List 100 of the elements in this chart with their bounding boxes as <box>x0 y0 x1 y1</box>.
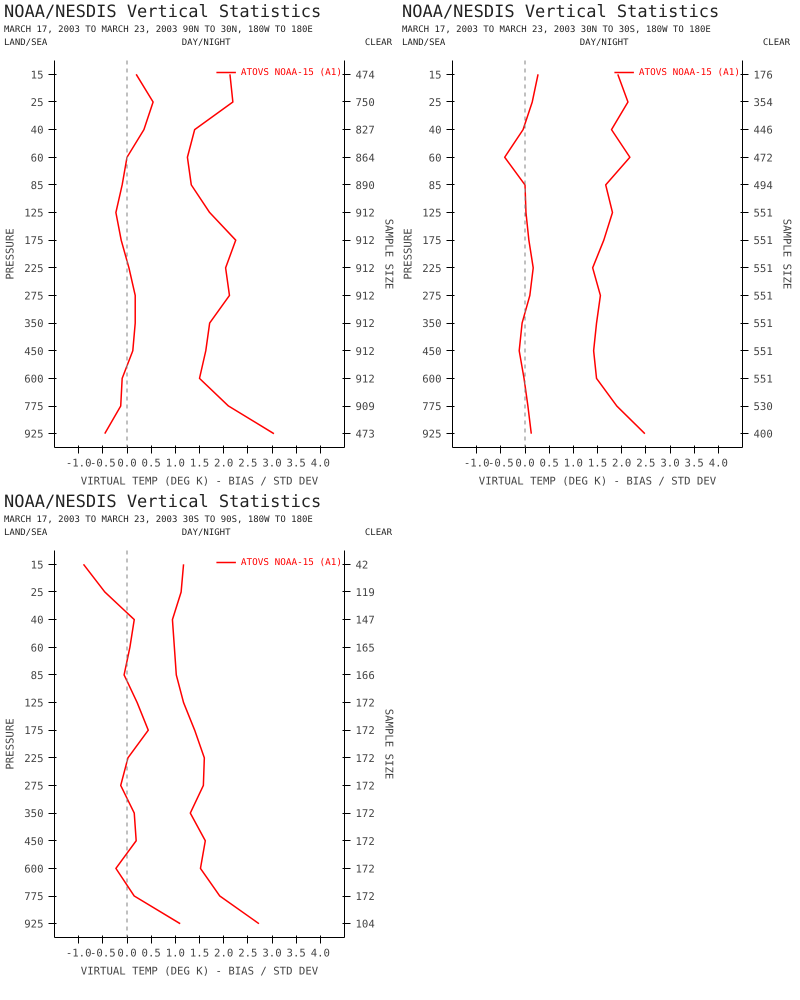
y2-tick-label: 912 <box>356 372 375 386</box>
y2-tick-label: 172 <box>356 724 375 738</box>
x-tick-label: -0.5 <box>90 456 116 470</box>
y-tick-label: 775 <box>422 400 442 414</box>
x-tick-label: 1.0 <box>564 456 583 470</box>
y-tick-label: 350 <box>24 317 44 330</box>
chart-subtitle: MARCH 17, 2003 TO MARCH 23, 2003 90N TO 30N, 180W TO 180E <box>4 24 314 38</box>
x-tick-label: -0.5 <box>488 456 514 470</box>
y2-tick-label: 551 <box>754 262 773 275</box>
text: LAND/SEA <box>4 527 48 540</box>
x-tick-label: 3.0 <box>262 946 282 960</box>
y2-tick-label: 400 <box>754 428 773 441</box>
y2-tick-label: 551 <box>754 234 773 248</box>
y2-axis-title: SAMPLE SIZE <box>382 708 396 780</box>
text: DAY/NIGHT <box>182 37 231 50</box>
text: DAY/NIGHT <box>580 37 629 50</box>
y-tick-label: 450 <box>24 834 44 848</box>
y2-tick-label: 172 <box>356 696 375 710</box>
y2-tick-label: 474 <box>356 68 375 82</box>
y-tick-label: 25 <box>428 96 442 109</box>
y2-tick-label: 172 <box>356 752 375 765</box>
y-tick-label: 15 <box>428 68 442 82</box>
y-tick-label: 15 <box>30 558 44 572</box>
y-axis-title: PRESSURE <box>3 718 16 770</box>
y2-tick-label: 912 <box>356 262 375 275</box>
y2-axis-title: SAMPLE SIZE <box>780 218 794 290</box>
x-tick-label: 1.5 <box>190 456 210 470</box>
x-tick-label: 3.0 <box>660 456 680 470</box>
y-tick-label: 275 <box>24 779 44 792</box>
y2-tick-label: 172 <box>356 779 375 792</box>
text: LAND/SEA <box>4 37 48 50</box>
y-tick-label: 225 <box>24 752 44 765</box>
x-tick-label: -0.5 <box>90 946 116 960</box>
y2-axis-title: SAMPLE SIZE <box>382 218 396 290</box>
y-axis-title: PRESSURE <box>3 228 16 280</box>
y2-tick-label: 912 <box>356 234 375 248</box>
x-tick-label: 0.0 <box>117 456 137 470</box>
y-tick-label: 175 <box>422 234 442 248</box>
y-tick-label: 60 <box>30 151 44 164</box>
y2-tick-label: 912 <box>356 344 375 358</box>
y2-tick-label: 172 <box>356 890 375 904</box>
y2-tick-label: 172 <box>356 862 375 876</box>
x-tick-label: 4.0 <box>310 456 330 470</box>
chart-title: NOAA/NESDIS Vertical Statistics <box>4 491 322 514</box>
x-tick-label: 3.5 <box>684 456 704 470</box>
y2-tick-label: 166 <box>356 668 375 682</box>
y2-tick-label: 909 <box>356 400 375 414</box>
y-tick-label: 600 <box>24 862 44 876</box>
text: CLEAR <box>364 527 392 540</box>
y2-tick-label: 165 <box>356 641 375 654</box>
y-tick-label: 775 <box>24 890 44 904</box>
y-tick-label: 275 <box>24 289 44 302</box>
y-tick-label: 450 <box>422 344 442 358</box>
text: CLEAR <box>762 37 790 50</box>
y-tick-label: 175 <box>24 724 44 738</box>
y-tick-label: 85 <box>30 178 44 192</box>
x-tick-label: 1.0 <box>166 946 185 960</box>
y-tick-label: 25 <box>30 96 44 109</box>
y2-tick-label: 551 <box>754 206 773 220</box>
y-tick-label: 25 <box>30 586 44 599</box>
chart-subtitle: MARCH 17, 2003 TO MARCH 23, 2003 30S TO 90S, 180W TO 180E <box>4 514 314 528</box>
y-tick-label: 175 <box>24 234 44 248</box>
y2-tick-label: 354 <box>754 96 773 109</box>
y2-tick-label: 551 <box>754 317 773 330</box>
y-tick-label: 40 <box>30 124 44 137</box>
x-tick-label: 2.5 <box>636 456 656 470</box>
y2-tick-label: 750 <box>356 96 375 109</box>
y2-tick-label: 912 <box>356 317 375 330</box>
y2-tick-label: 551 <box>754 344 773 358</box>
y-tick-label: 275 <box>422 289 442 302</box>
x-tick-label: 0.0 <box>117 946 137 960</box>
y2-tick-label: 864 <box>356 151 375 164</box>
x-tick-label: 0.0 <box>515 456 535 470</box>
text: DAY/NIGHT <box>182 527 231 540</box>
y2-tick-label: 494 <box>754 178 773 192</box>
x-tick-label: 3.5 <box>286 946 306 960</box>
x-tick-label: 3.5 <box>286 456 306 470</box>
x-tick-label: 1.5 <box>588 456 608 470</box>
y2-tick-label: 530 <box>754 400 773 414</box>
y2-tick-label: 446 <box>754 124 773 137</box>
x-tick-label: 0.5 <box>540 456 559 470</box>
x-tick-label: 1.0 <box>166 456 185 470</box>
text: CLEAR <box>364 37 392 50</box>
y2-tick-label: 176 <box>754 68 773 82</box>
y-tick-label: 40 <box>30 614 44 627</box>
x-tick-label: 2.0 <box>214 946 234 960</box>
y2-tick-label: 551 <box>754 289 773 302</box>
y-axis-title: PRESSURE <box>401 228 414 280</box>
chart-title: NOAA/NESDIS Vertical Statistics <box>402 1 720 24</box>
y-tick-label: 775 <box>24 400 44 414</box>
x-axis-title: VIRTUAL TEMP (DEG K) - BIAS / STD DEV <box>478 474 717 488</box>
y2-tick-label: 551 <box>754 372 773 386</box>
y-tick-label: 350 <box>24 807 44 820</box>
legend-label: ATOVS NOAA-15 (A1) <box>240 556 342 568</box>
y2-tick-label: 172 <box>356 834 375 848</box>
y-tick-label: 350 <box>422 317 442 330</box>
x-axis-title: VIRTUAL TEMP (DEG K) - BIAS / STD DEV <box>80 964 319 978</box>
x-tick-label: 4.0 <box>708 456 728 470</box>
y2-tick-label: 104 <box>356 918 375 931</box>
y-tick-label: 450 <box>24 344 44 358</box>
